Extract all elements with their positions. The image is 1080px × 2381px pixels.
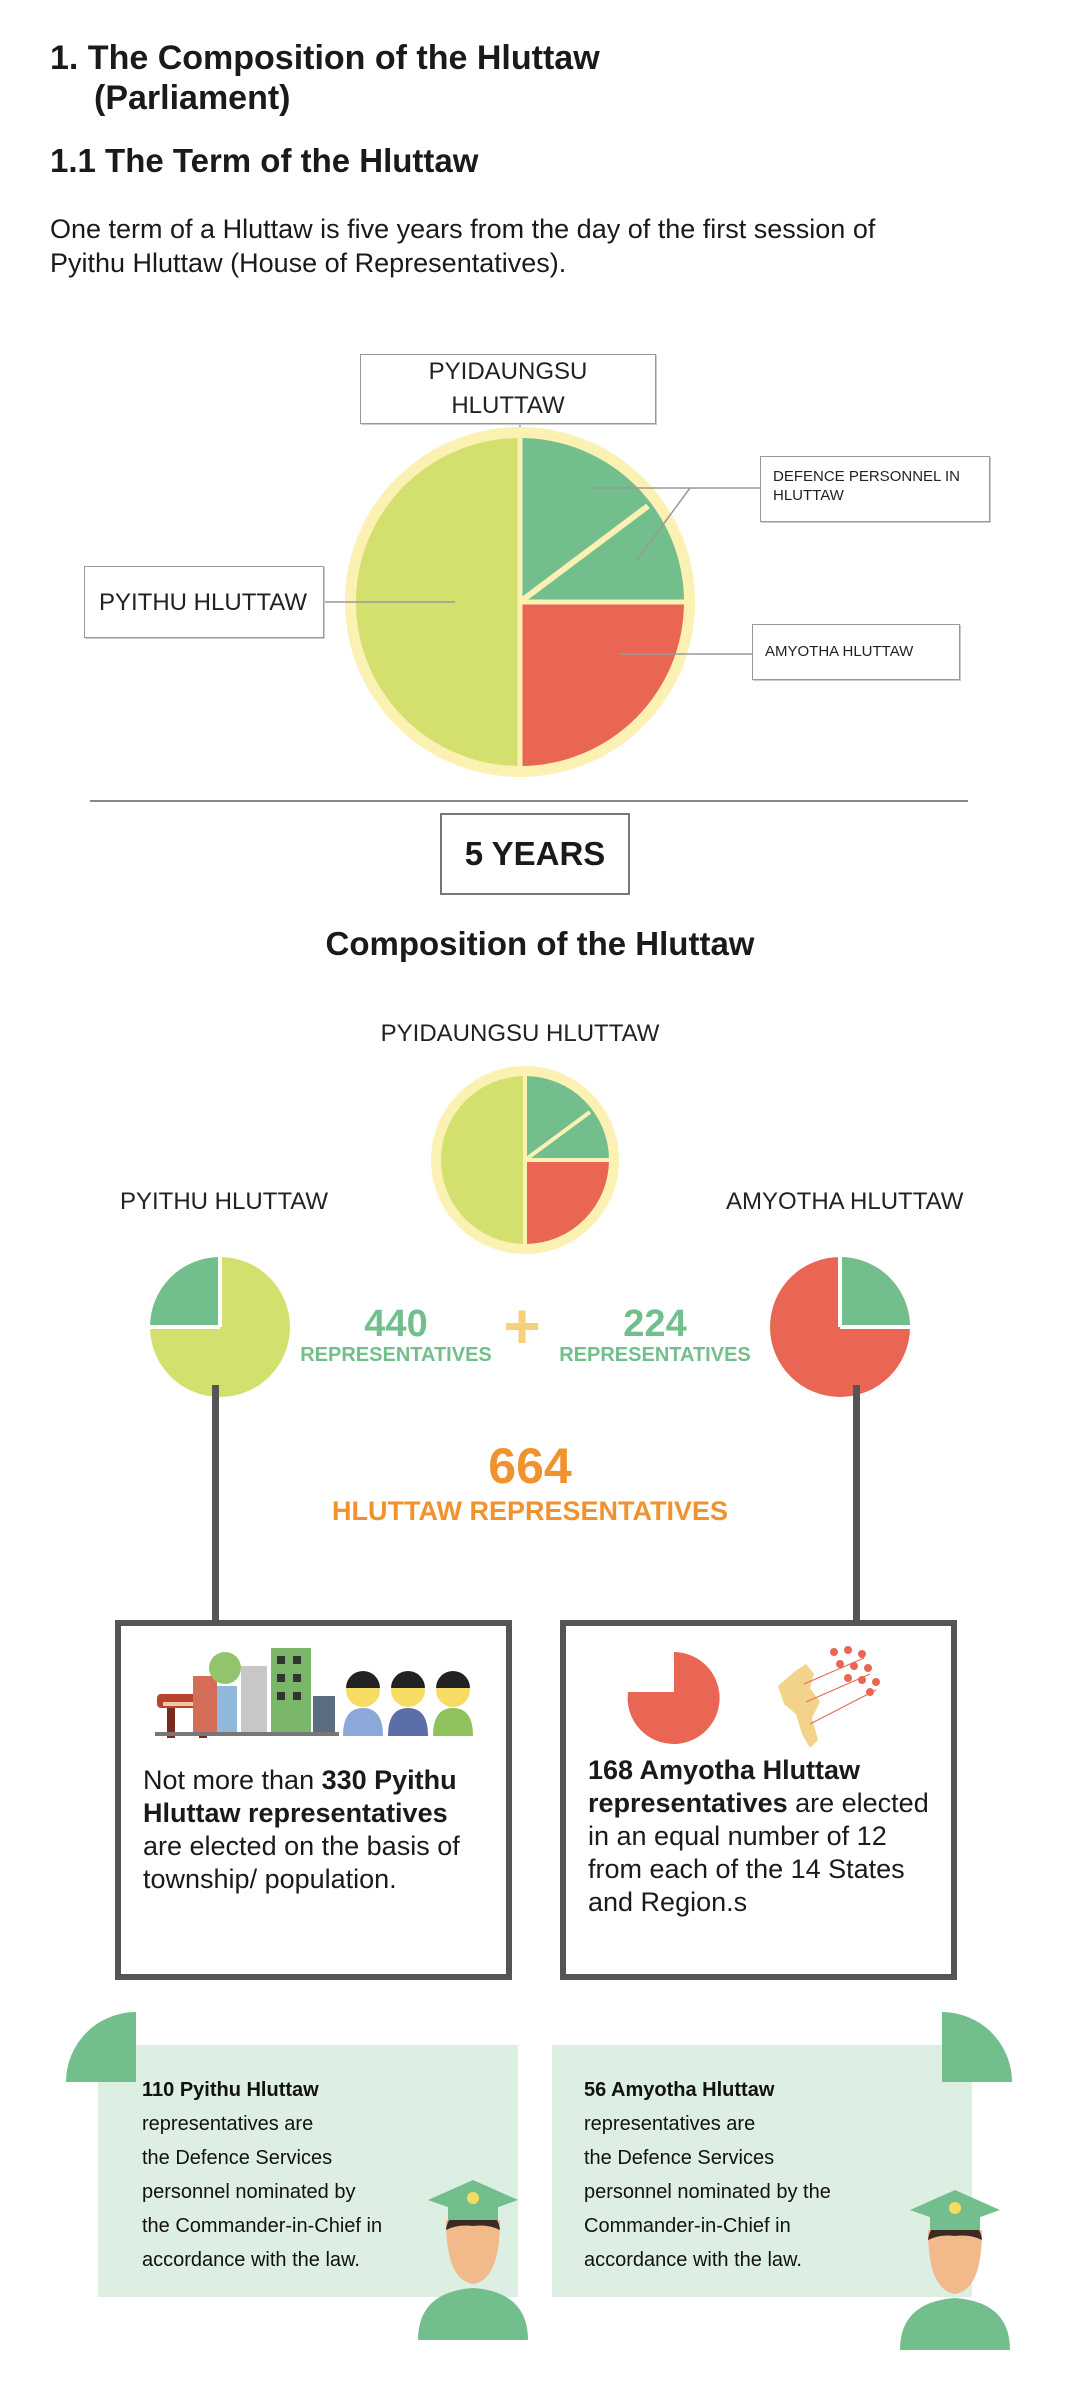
pyithu-count: 440 REPRESENTATIVES	[296, 1304, 496, 1367]
pyithu-note-line: the Commander-in-Chief in	[142, 2215, 383, 2237]
pyithu-card-text: Not more than 330 Pyithu Hluttaw represe…	[143, 1765, 460, 1894]
pyithu-note-line: representatives are	[142, 2113, 314, 2135]
plus-sign: +	[503, 1290, 541, 1362]
composition-title: Composition of the Hluttaw	[325, 925, 755, 962]
amyotha-defence-note: 56 Amyotha Hluttaw representatives are t…	[552, 2045, 972, 2297]
soldier-icon-left	[418, 2180, 528, 2340]
composition-pyithu-label: PYITHU HLUTTAW	[120, 1188, 328, 1215]
person-icon-2	[388, 1671, 428, 1736]
amyotha-count: 224 REPRESENTATIVES	[555, 1304, 755, 1367]
label-pyidaungsu-hluttaw: PYIDAUNGSU HLUTTAW	[360, 354, 656, 424]
amyotha-card-text: 168 Amyotha Hluttaw representatives are …	[588, 1755, 929, 1917]
pyithu-count-unit: REPRESENTATIVES	[300, 1344, 492, 1366]
mini-pie-pyithu-slice	[441, 1076, 525, 1244]
mini-pie-defence-slice	[525, 1076, 609, 1160]
person-icon-1	[343, 1671, 383, 1736]
pyithu-pie-defence-slice	[150, 1257, 220, 1327]
pyithu-note-line: personnel nominated by	[142, 2181, 356, 2203]
amyotha-count-number: 224	[623, 1303, 687, 1345]
term-pie-defence-slice	[520, 438, 684, 602]
pyithu-note-bold: 110 Pyithu Hluttaw	[142, 2079, 319, 2101]
pyithu-defence-note-text: 110 Pyithu Hluttaw representatives are t…	[142, 2073, 382, 2277]
states-regions-map-icon	[627, 1646, 880, 1748]
label-amyotha-hluttaw: AMYOTHA HLUTTAW	[752, 624, 960, 680]
amyotha-count-unit: REPRESENTATIVES	[559, 1344, 751, 1366]
pyithu-count-number: 440	[364, 1303, 428, 1345]
soldier-icon-right	[900, 2190, 1010, 2350]
pyithu-defence-note: 110 Pyithu Hluttaw representatives are t…	[98, 2045, 518, 2297]
pyithu-note-line: the Defence Services	[142, 2147, 333, 2169]
amyotha-note-line: personnel nominated by the	[584, 2181, 831, 2203]
section-title: 1. The Composition of the Hluttaw (Parli…	[50, 38, 600, 118]
amyotha-defence-note-text: 56 Amyotha Hluttaw representatives are t…	[584, 2073, 831, 2277]
intro-paragraph: One term of a Hluttaw is five years from…	[50, 214, 876, 278]
pyithu-note-line: accordance with the law.	[142, 2249, 360, 2271]
composition-pyidaungsu-label: PYIDAUNGSU HLUTTAW	[380, 1020, 660, 1047]
label-pyithu-hluttaw: PYITHU HLUTTAW	[84, 566, 324, 638]
section-title-line1: 1. The Composition of the Hluttaw	[50, 39, 600, 77]
term-duration-badge: 5 YEARS	[440, 813, 630, 895]
composition-diagram	[150, 1066, 910, 1675]
total-label: HLUTTAW REPRESENTATIVES	[331, 1496, 728, 1526]
composition-amyotha-label: AMYOTHA HLUTTAW	[726, 1188, 964, 1215]
section-subtitle: 1.1 The Term of the Hluttaw	[50, 142, 479, 179]
term-diagram	[90, 390, 968, 802]
section-title-line2: (Parliament)	[94, 79, 291, 117]
amyotha-note-bold: 56 Amyotha Hluttaw	[584, 2079, 775, 2101]
person-icon-3	[433, 1671, 473, 1736]
label-defence-personnel: DEFENCE PERSONNEL IN HLUTTAW	[760, 456, 990, 522]
term-pie-amyotha-slice	[520, 602, 684, 766]
total-count: 664	[488, 1438, 572, 1494]
pyithu-info-card: Not more than 330 Pyithu Hluttaw represe…	[115, 1620, 512, 1980]
amyotha-pie-defence-slice	[840, 1257, 910, 1327]
amyotha-note-line: accordance with the law.	[584, 2249, 802, 2271]
township-population-icon	[155, 1648, 473, 1738]
amyotha-note-line: the Defence Services	[584, 2147, 775, 2169]
total-representatives: 664 HLUTTAW REPRESENTATIVES	[0, 1440, 1060, 1527]
corner-quarter-icon-right	[942, 2012, 1012, 2082]
amyotha-note-line: representatives are	[584, 2113, 756, 2135]
mini-pie-amyotha-slice	[525, 1160, 609, 1244]
corner-quarter-icon-left	[66, 2012, 136, 2082]
amyotha-info-card: 168 Amyotha Hluttaw representatives are …	[560, 1620, 957, 1980]
amyotha-note-line: Commander-in-Chief in	[584, 2215, 791, 2237]
